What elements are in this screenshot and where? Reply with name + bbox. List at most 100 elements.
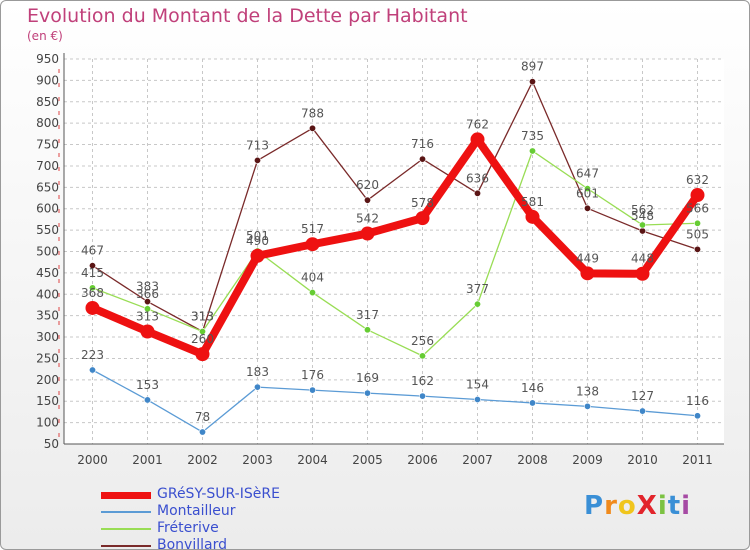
y-tick-label: 900	[36, 73, 59, 87]
data-label: 404	[301, 271, 324, 285]
data-label: 788	[301, 106, 324, 120]
data-point	[305, 237, 320, 252]
data-point	[470, 132, 485, 147]
legend-label: Bonvillard	[157, 537, 227, 550]
data-point	[693, 245, 701, 253]
data-label: 154	[466, 378, 489, 392]
data-point	[583, 204, 591, 212]
data-label: 647	[576, 167, 599, 181]
data-point	[199, 327, 207, 335]
x-tick-label: 2001	[132, 453, 163, 467]
legend-label: GRéSY-SUR-ISèRE	[157, 486, 280, 502]
data-label: 449	[576, 251, 599, 265]
data-label: 78	[195, 410, 210, 424]
data-label: 578	[411, 196, 434, 210]
y-tick-label: 300	[36, 330, 59, 344]
y-tick-label: 50	[44, 437, 59, 451]
legend-label: Fréterive	[157, 520, 219, 536]
y-tick-label: 650	[36, 180, 59, 194]
x-tick-label: 2006	[407, 453, 438, 467]
data-point	[635, 266, 650, 281]
y-tick-label: 950	[36, 52, 59, 66]
data-point	[144, 396, 152, 404]
data-point	[418, 392, 426, 400]
data-point	[89, 284, 97, 292]
data-point	[144, 298, 152, 306]
y-tick-label: 500	[36, 245, 59, 259]
y-tick-label: 250	[36, 351, 59, 365]
y-tick-label: 150	[36, 394, 59, 408]
data-point	[525, 209, 540, 224]
data-point	[89, 366, 97, 374]
data-label: 517	[301, 222, 324, 236]
data-point	[583, 185, 591, 193]
data-label: 505	[686, 227, 709, 241]
legend-item: Bonvillard	[101, 537, 361, 550]
data-point	[360, 226, 375, 241]
data-label: 501	[246, 229, 269, 243]
data-point	[693, 219, 701, 227]
data-point	[473, 189, 481, 197]
data-label: 169	[356, 371, 379, 385]
data-label: 601	[576, 186, 599, 200]
y-tick-label: 100	[36, 416, 59, 430]
data-point	[89, 262, 97, 270]
data-label: 897	[521, 60, 544, 74]
data-label: 313	[136, 309, 159, 323]
legend-swatch	[101, 545, 151, 547]
data-label: 762	[466, 117, 489, 131]
data-label: 127	[631, 389, 654, 403]
data-label: 366	[136, 287, 159, 301]
y-tick-label: 200	[36, 373, 59, 387]
data-label: 562	[631, 203, 654, 217]
series-line	[92, 81, 698, 333]
data-point	[690, 188, 705, 203]
data-point	[254, 156, 262, 164]
y-tick-label: 450	[36, 266, 59, 280]
data-label: 153	[136, 378, 159, 392]
data-label: 317	[356, 308, 379, 322]
data-point	[580, 266, 595, 281]
data-point	[693, 412, 701, 420]
data-label: 716	[411, 137, 434, 151]
data-label: 377	[466, 282, 489, 296]
legend-swatch	[101, 528, 151, 530]
data-label: 467	[81, 244, 104, 258]
data-point	[418, 352, 426, 360]
data-label: 183	[246, 365, 269, 379]
x-tick-label: 2002	[187, 453, 218, 467]
data-label: 566	[686, 201, 709, 215]
data-point	[528, 147, 536, 155]
legend-swatch	[101, 511, 151, 513]
data-label: 448	[631, 252, 654, 266]
data-point	[144, 305, 152, 313]
data-label: 146	[521, 381, 544, 395]
legend-item: GRéSY-SUR-ISèRE	[101, 486, 361, 503]
data-label: 632	[686, 173, 709, 187]
data-point	[250, 248, 265, 263]
data-point	[528, 399, 536, 407]
data-point	[195, 347, 210, 362]
data-label: 162	[411, 374, 434, 388]
x-tick-label: 2000	[77, 453, 108, 467]
chart-title: Evolution du Montant de la Dette par Hab…	[27, 5, 468, 27]
chart-subtitle: (en €)	[27, 29, 63, 43]
data-label: 735	[521, 129, 544, 143]
data-label: 313	[191, 309, 214, 323]
proxiti-logo: ProXiti	[584, 491, 692, 521]
data-point	[638, 407, 646, 415]
legend-item: Fréterive	[101, 520, 361, 537]
data-label: 581	[521, 195, 544, 209]
series-line	[92, 369, 698, 433]
y-tick-label: 350	[36, 309, 59, 323]
legend-label: Montailleur	[157, 503, 236, 519]
data-point	[363, 326, 371, 334]
data-label: 313	[191, 309, 214, 323]
x-tick-label: 2011	[682, 453, 713, 467]
data-label: 713	[246, 138, 269, 152]
legend-swatch	[101, 492, 151, 499]
data-point	[85, 300, 100, 315]
data-label: 116	[686, 394, 709, 408]
